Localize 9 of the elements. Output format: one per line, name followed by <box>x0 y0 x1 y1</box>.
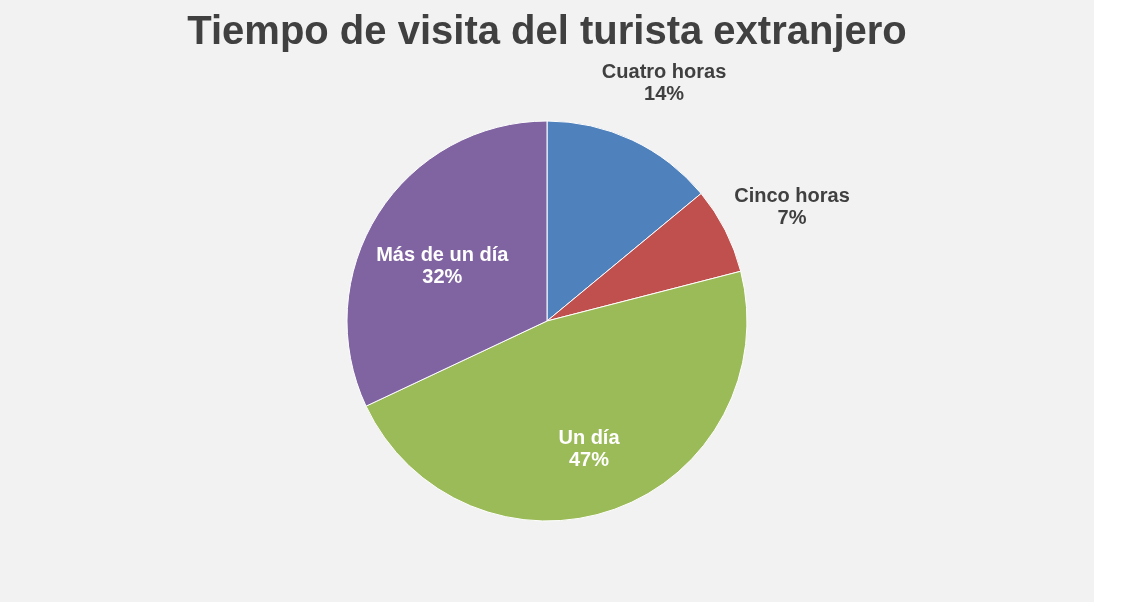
data-label: 47% <box>568 447 610 470</box>
chart-title: Tiempo de visita del turista extranjero <box>187 8 907 53</box>
slice-label: Cuatro horas <box>601 60 727 83</box>
data-label: 14% <box>644 82 685 105</box>
data-label: 7% <box>777 206 807 229</box>
slice-label: Cinco horas <box>734 184 850 207</box>
slice-label: Un día <box>558 425 621 448</box>
data-label: 32% <box>422 264 463 287</box>
slice-label: Más de un día <box>376 242 510 265</box>
